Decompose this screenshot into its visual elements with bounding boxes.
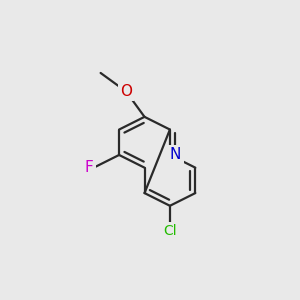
Text: N: N — [170, 148, 181, 163]
Text: O: O — [120, 84, 132, 99]
Text: Cl: Cl — [163, 224, 177, 238]
Text: F: F — [85, 160, 94, 175]
